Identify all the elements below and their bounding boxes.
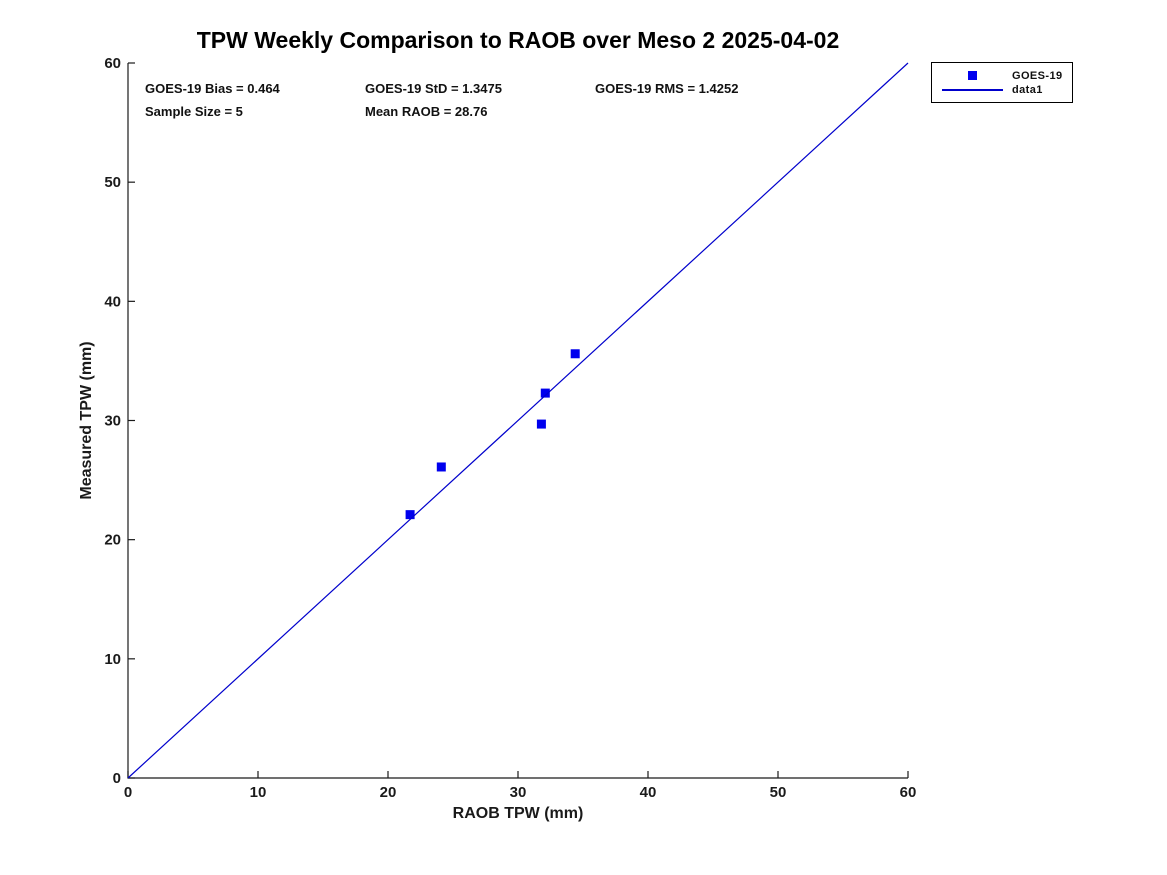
x-tick-label: 50 [770, 784, 787, 801]
legend-swatch [942, 71, 1003, 80]
data-point-marker [536, 419, 546, 429]
x-tick-label: 60 [900, 784, 917, 801]
y-tick-label: 50 [104, 174, 121, 191]
line-sample-icon [942, 88, 1003, 91]
legend-item-data1: data1 [932, 83, 1072, 97]
square-marker-icon [968, 71, 977, 80]
x-tick-label: 20 [380, 784, 397, 801]
y-tick-label: 20 [104, 532, 121, 549]
x-tick-label: 40 [640, 784, 657, 801]
stat-bias: GOES-19 Bias = 0.464 [145, 81, 280, 96]
y-tick-label: 30 [104, 413, 121, 430]
stat-sample-size: Sample Size = 5 [145, 104, 243, 119]
y-tick-label: 60 [104, 55, 121, 72]
identity-line [127, 62, 909, 779]
y-tick-label: 0 [113, 770, 121, 787]
y-tick-label: 10 [104, 651, 121, 668]
data-point-marker [570, 349, 580, 359]
stat-rms: GOES-19 RMS = 1.4252 [595, 81, 739, 96]
data-point-marker [436, 462, 446, 472]
x-tick-label: 0 [124, 784, 132, 801]
x-axis-label: RAOB TPW (mm) [453, 805, 584, 822]
legend: GOES-19 data1 [931, 62, 1073, 103]
x-tick-label: 10 [250, 784, 267, 801]
legend-swatch [942, 88, 1003, 91]
legend-label-data1: data1 [1012, 83, 1043, 96]
stat-std: GOES-19 StD = 1.3475 [365, 81, 502, 96]
stat-mean-raob: Mean RAOB = 28.76 [365, 104, 488, 119]
data-point-marker [540, 388, 550, 398]
data-point-marker [405, 510, 415, 520]
y-axis-label: Measured TPW (mm) [78, 341, 95, 499]
y-tick-label: 40 [104, 293, 121, 310]
x-tick-label: 30 [510, 784, 527, 801]
legend-label-goes19: GOES-19 [1012, 69, 1063, 82]
chart-title: TPW Weekly Comparison to RAOB over Meso … [196, 27, 840, 53]
legend-item-goes19: GOES-19 [932, 69, 1072, 83]
